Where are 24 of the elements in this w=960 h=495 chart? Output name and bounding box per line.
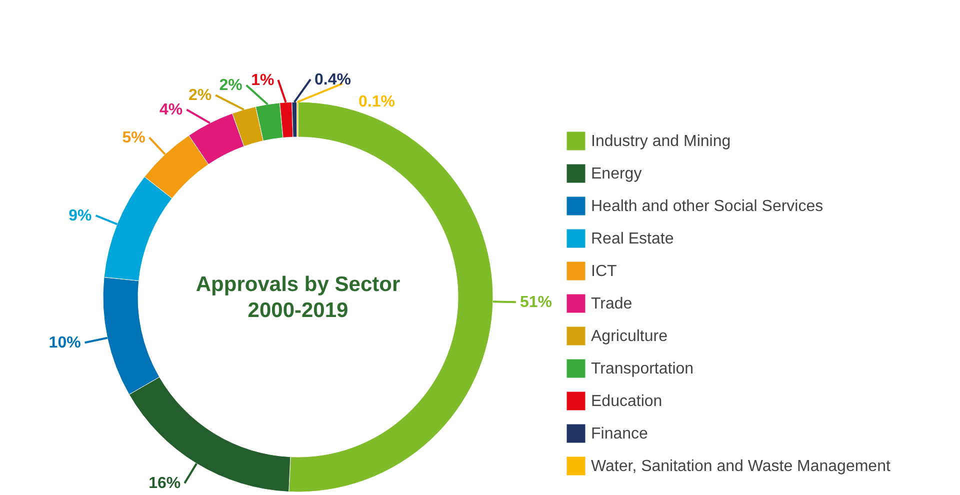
data-label: 0.4% xyxy=(314,71,351,88)
data-label: 10% xyxy=(48,334,81,352)
data-label: 1% xyxy=(251,72,274,89)
legend-label: Agriculture xyxy=(591,328,668,345)
data-label: 0.1% xyxy=(358,93,395,110)
legend-label: ICT xyxy=(591,263,617,280)
legend-label: Transportation xyxy=(591,360,694,378)
data-label: 51% xyxy=(520,294,552,312)
legend-label: Finance xyxy=(591,426,648,442)
legend-label: Water, Sanitation and Waste Management xyxy=(591,458,891,475)
legend-label: Real Estate xyxy=(591,230,674,248)
text: Approvals by Sector xyxy=(196,273,400,296)
data-label: 5% xyxy=(122,130,146,147)
data-label: 2% xyxy=(188,87,212,104)
data-label: 4% xyxy=(160,102,183,119)
text: 2000-2019 xyxy=(248,299,348,322)
legend-label: Energy xyxy=(591,166,642,182)
legend-label: Trade xyxy=(591,296,632,312)
data-label: 16% xyxy=(148,475,181,492)
data-label: 2% xyxy=(219,77,242,94)
legend-label: Education xyxy=(591,393,662,410)
data-label: 9% xyxy=(68,208,92,225)
legend-label: Industry and Mining xyxy=(591,133,731,150)
legend-label: Health and other Social Services xyxy=(591,198,824,215)
